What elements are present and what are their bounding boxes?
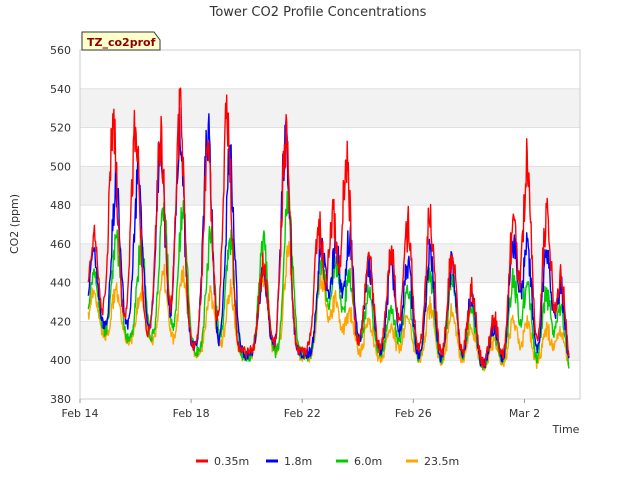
series-layer <box>87 87 570 372</box>
y-tick-label: 480 <box>50 199 71 212</box>
y-tick-label: 400 <box>50 354 71 367</box>
y-tick-label: 500 <box>50 160 71 173</box>
badge-label: TZ_co2prof <box>87 36 156 49</box>
series-line-0.35m <box>87 87 570 368</box>
badge: TZ_co2prof <box>81 31 161 51</box>
legend-label: 1.8m <box>284 455 312 468</box>
x-tick-label: Mar 2 <box>509 407 540 420</box>
y-tick-label: 560 <box>50 44 71 57</box>
x-axis-ticks: Feb 14 Feb 18 Feb 22 Feb 26 Mar 2 <box>62 399 540 420</box>
y-axis-ticks: 380 400 420 440 460 480 500 520 540 560 <box>50 44 71 406</box>
x-tick-label: Feb 14 <box>62 407 99 420</box>
y-tick-label: 520 <box>50 122 71 135</box>
chart-title: Tower CO2 Profile Concentrations <box>209 5 427 20</box>
y-tick-label: 540 <box>50 83 71 96</box>
legend-label: 23.5m <box>424 455 459 468</box>
y-tick-label: 440 <box>50 277 71 290</box>
y-axis-label: CO2 (ppm) <box>8 194 21 254</box>
y-tick-label: 380 <box>50 393 71 406</box>
y-tick-label: 460 <box>50 238 71 251</box>
legend: 0.35m 1.8m 6.0m 23.5m <box>196 455 459 468</box>
x-tick-label: Feb 18 <box>173 407 210 420</box>
legend-label: 0.35m <box>214 455 249 468</box>
x-axis-label: Time <box>552 423 580 436</box>
x-tick-label: Feb 22 <box>284 407 321 420</box>
x-tick-label: Feb 26 <box>395 407 432 420</box>
band <box>80 166 580 206</box>
band <box>80 88 580 128</box>
y-tick-label: 420 <box>50 315 71 328</box>
legend-label: 6.0m <box>354 455 382 468</box>
plot-border <box>79 49 581 400</box>
